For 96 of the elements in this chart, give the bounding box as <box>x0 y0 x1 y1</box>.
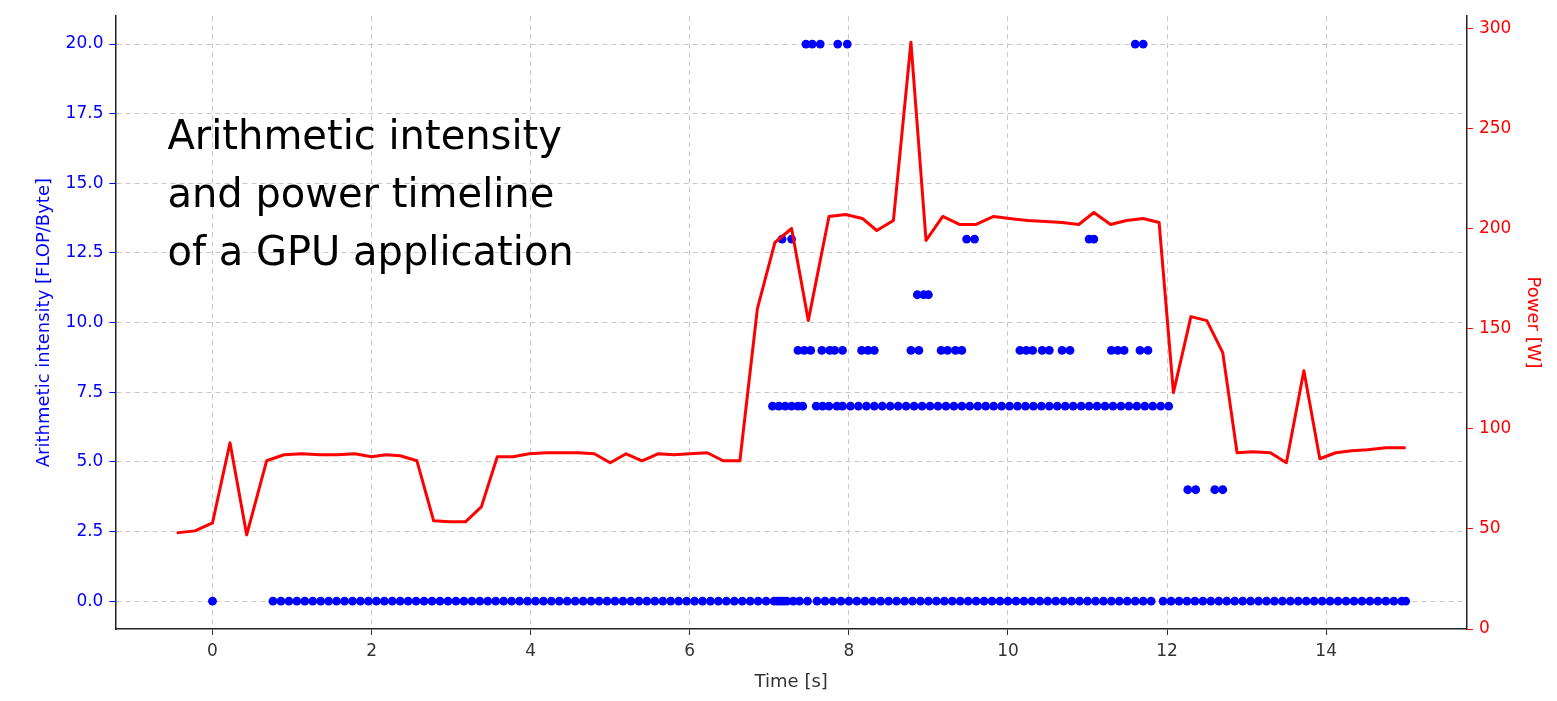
point <box>1164 401 1174 411</box>
point <box>1130 39 1140 49</box>
point <box>846 401 855 411</box>
point <box>1029 401 1038 411</box>
point <box>861 401 871 411</box>
y2-tick-label: 300 <box>1478 16 1512 37</box>
y-axis-title: Arithmetic intensity [FLOP/Byte] <box>32 177 54 468</box>
point <box>1124 401 1134 411</box>
point <box>1076 401 1086 411</box>
x-tick-label: 12 <box>1156 639 1178 660</box>
y2-axis-title: Power [W] <box>1523 276 1545 369</box>
point <box>1044 346 1054 355</box>
point <box>949 401 959 411</box>
y-tick-label: 7.5 <box>76 380 104 401</box>
point <box>833 39 843 49</box>
text: Arithmetic intensity and power timeline of a GPU application <box>167 112 574 275</box>
y2-tick-label: 100 <box>1478 417 1512 438</box>
point <box>917 401 927 411</box>
point <box>815 39 825 49</box>
point <box>869 401 879 411</box>
point <box>1036 401 1046 411</box>
point <box>854 401 863 411</box>
point <box>901 401 911 411</box>
point <box>1005 401 1014 411</box>
point <box>997 401 1006 411</box>
x-tick-label: 14 <box>1315 639 1337 660</box>
y2-tick-label: 250 <box>1478 116 1512 137</box>
point <box>1100 401 1110 411</box>
point <box>1021 401 1030 411</box>
y-tick-label: 2.5 <box>76 519 104 540</box>
point <box>906 346 916 355</box>
point <box>1092 401 1102 411</box>
point <box>1116 401 1126 411</box>
point <box>914 346 924 355</box>
x-tick-label: 6 <box>684 639 696 660</box>
point <box>1135 346 1145 355</box>
x-tick-label: 8 <box>843 639 855 660</box>
point <box>962 234 971 244</box>
point <box>1044 401 1054 411</box>
point <box>1057 346 1067 355</box>
point <box>842 39 852 49</box>
point <box>893 401 903 411</box>
point <box>824 401 834 411</box>
point <box>817 346 827 355</box>
point <box>1210 485 1220 495</box>
point <box>1191 485 1201 495</box>
point <box>943 346 952 355</box>
point <box>1138 39 1148 49</box>
y-tick-label: 12.5 <box>65 241 104 262</box>
point <box>989 401 999 411</box>
x-axis-title: Time [s] <box>753 669 828 691</box>
y-tick-label: 20.0 <box>65 32 104 53</box>
point <box>1065 346 1075 355</box>
point <box>981 401 991 411</box>
y2-tick-label: 150 <box>1478 317 1512 338</box>
point <box>973 401 983 411</box>
point <box>1140 401 1150 411</box>
y-tick-label: 17.5 <box>65 102 104 123</box>
y-tick-label: 10.0 <box>65 311 104 332</box>
y2-tick-label: 50 <box>1478 517 1501 538</box>
y2-tick-label: 200 <box>1478 216 1512 237</box>
point <box>933 401 943 411</box>
y2-tick-label: 0 <box>1478 617 1490 638</box>
point <box>1060 401 1070 411</box>
point <box>1183 485 1193 495</box>
point <box>1108 401 1118 411</box>
point <box>1156 401 1166 411</box>
x-tick-label: 2 <box>366 639 378 660</box>
point <box>1028 346 1038 355</box>
y-tick-label: 5.0 <box>76 450 104 471</box>
point <box>806 346 816 355</box>
point <box>877 401 887 411</box>
point <box>1084 401 1094 411</box>
point <box>909 401 919 411</box>
point <box>957 346 967 355</box>
point <box>1132 401 1142 411</box>
y-tick-label: 15.0 <box>65 171 104 192</box>
point <box>970 234 979 244</box>
point <box>1218 485 1228 495</box>
point <box>957 401 967 411</box>
point <box>941 401 951 411</box>
point <box>838 346 847 355</box>
point <box>1052 401 1062 411</box>
point <box>965 401 975 411</box>
point <box>1148 401 1158 411</box>
x-tick-label: 0 <box>207 639 218 660</box>
point <box>1068 401 1078 411</box>
point <box>925 401 935 411</box>
point <box>1119 346 1129 355</box>
point <box>838 401 847 411</box>
x-tick-label: 10 <box>997 639 1019 660</box>
point <box>885 401 895 411</box>
point <box>1143 346 1153 355</box>
y-tick-label: 0.0 <box>76 589 104 610</box>
x-tick-label: 4 <box>525 639 537 660</box>
point <box>1013 401 1022 411</box>
